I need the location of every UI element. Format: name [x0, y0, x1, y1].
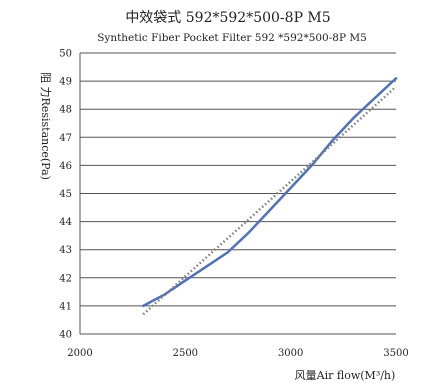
y-tick-label: 41	[59, 301, 72, 312]
chart-subtitle: Synthetic Fiber Pocket Filter 592 *592*5…	[97, 32, 367, 44]
y-tick-label: 46	[59, 161, 72, 172]
gridlines	[80, 52, 396, 335]
y-tick-label: 48	[59, 105, 72, 116]
x-tick-label: 2500	[173, 348, 198, 359]
x-tick-label: 3000	[278, 348, 303, 359]
chart-title: 中效袋式 592*592*500-8P M5	[125, 10, 330, 26]
y-tick-label: 44	[59, 217, 72, 228]
y-tick-label: 45	[59, 189, 72, 200]
y-tick-label: 49	[59, 77, 72, 88]
y-tick-label: 43	[59, 245, 72, 256]
x-axis-label: 风量Air flow(M³/h)	[295, 369, 396, 382]
trendline	[142, 85, 397, 316]
y-tick-label: 50	[59, 49, 72, 60]
x-tick-label: 3500	[383, 348, 408, 359]
series-line	[141, 77, 398, 308]
y-tick-label: 42	[59, 273, 72, 284]
y-tick-label: 40	[59, 330, 72, 341]
y-tick-label: 47	[59, 133, 72, 144]
y-axis-label: 阻 力Resistance(Pa)	[39, 72, 52, 180]
tick-labels: 40 41 42 43 44 45 46 47 48 49 50 2000 2500 3000 3500	[59, 49, 408, 360]
x-tick-label: 2000	[67, 348, 92, 359]
series-lines	[141, 77, 398, 316]
